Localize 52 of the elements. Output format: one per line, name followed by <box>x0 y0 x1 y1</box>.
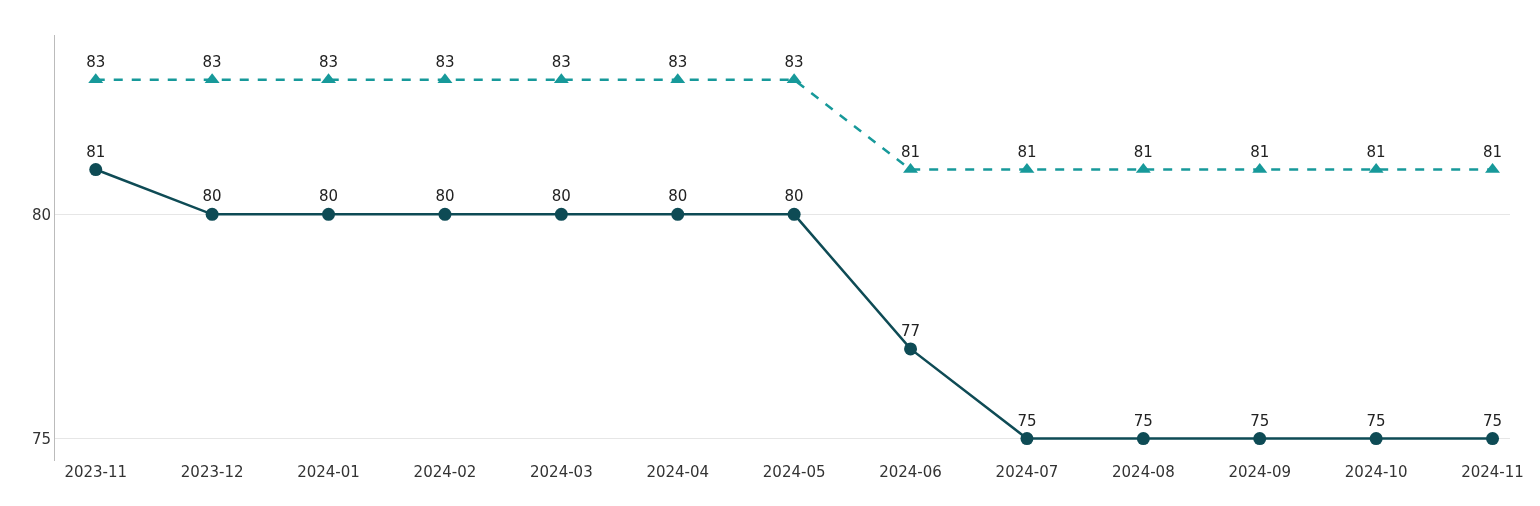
data-label: 83 <box>551 52 571 71</box>
data-label: 83 <box>318 52 339 71</box>
point <box>1136 432 1150 446</box>
x-tick-label: 2024-10 <box>1344 463 1408 481</box>
x-tick-label: 2024-11 <box>1461 463 1524 481</box>
point <box>904 342 918 356</box>
point <box>1369 432 1383 446</box>
x-tick-label: 2023-12 <box>180 463 244 481</box>
data-label: 77 <box>900 322 921 341</box>
point <box>205 207 219 221</box>
data-label: 80 <box>668 187 688 206</box>
data-label: 83 <box>668 52 688 71</box>
data-label: 75 <box>1482 411 1503 430</box>
data-label: 75 <box>1133 411 1153 430</box>
x-tick-label: 2024-05 <box>762 463 826 481</box>
x-tick-label: 2023-11 <box>64 463 128 481</box>
data-label: 80 <box>318 187 339 206</box>
data-label: 75 <box>1366 411 1386 430</box>
point <box>322 207 336 221</box>
x-tick-label: 2024-09 <box>1228 463 1292 481</box>
point <box>1020 432 1034 446</box>
data-label: 80 <box>435 187 455 206</box>
data-label: 81 <box>1133 142 1153 161</box>
data-label: 83 <box>202 52 222 71</box>
data-label: 83 <box>86 52 106 71</box>
x-tick-label: 2024-08 <box>1112 463 1175 481</box>
x-tick-label: 2024-03 <box>530 463 593 481</box>
data-label: 81 <box>86 142 106 161</box>
data-label: 80 <box>551 187 571 206</box>
point <box>671 207 685 221</box>
point <box>554 207 568 221</box>
data-label: 83 <box>784 52 804 71</box>
point <box>787 207 801 221</box>
x-tick-label: 2024-07 <box>995 463 1059 481</box>
data-label: 75 <box>1250 411 1270 430</box>
data-label: 81 <box>900 142 921 161</box>
data-label: 81 <box>1482 142 1503 161</box>
x-tick-label: 2024-01 <box>297 463 360 481</box>
x-tick-label: 2024-06 <box>879 463 942 481</box>
data-label: 80 <box>202 187 222 206</box>
point <box>1486 432 1500 446</box>
data-label: 80 <box>784 187 804 206</box>
data-label: 81 <box>1250 142 1270 161</box>
point <box>89 163 103 177</box>
data-label: 81 <box>1366 142 1386 161</box>
x-tick-label: 2024-04 <box>646 463 710 481</box>
data-label: 83 <box>435 52 455 71</box>
point <box>1253 432 1267 446</box>
point <box>438 207 452 221</box>
x-tick-label: 2024-02 <box>413 463 477 481</box>
data-label: 81 <box>1017 142 1037 161</box>
data-label: 75 <box>1017 411 1037 430</box>
